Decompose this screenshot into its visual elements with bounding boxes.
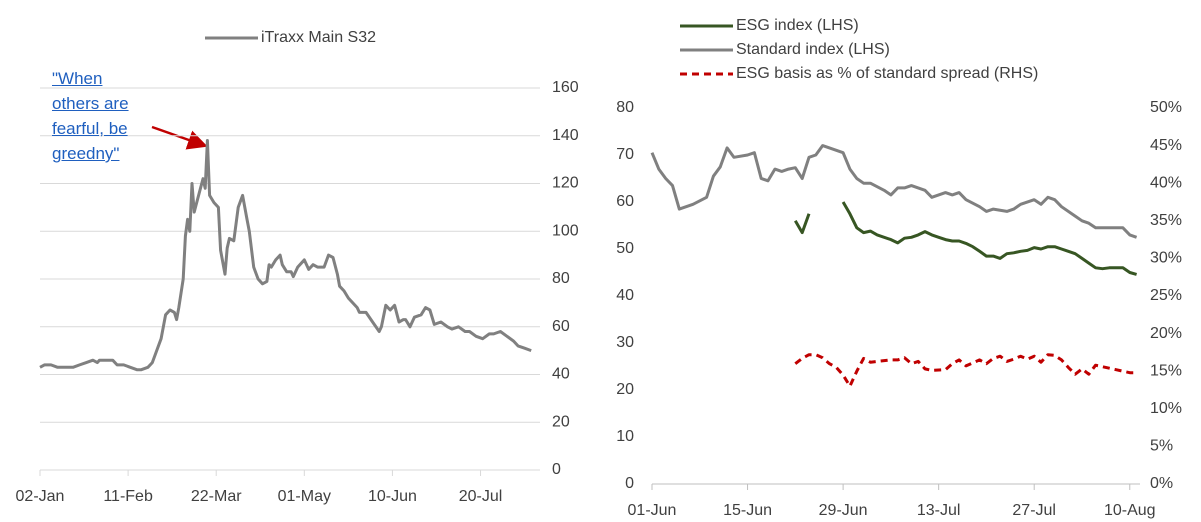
y2-tick-label: 15% [1150,362,1182,379]
y2-tick-label: 20% [1150,325,1182,342]
y-tick-label: 100 [552,222,579,239]
series-line [794,201,1138,276]
series-line [650,144,1138,239]
y-tick-label: 140 [552,127,579,144]
y-tick-label: 120 [552,175,579,192]
x-tick-label: 22-Mar [191,488,242,505]
x-tick-label: 11-Feb [103,488,153,505]
y-tick-label: 0 [552,461,561,478]
legend-label: Standard index (LHS) [736,41,890,58]
y2-tick-label: 30% [1150,250,1182,267]
y2-tick-label: 45% [1150,137,1182,154]
y2-tick-label: 40% [1150,174,1182,191]
x-tick-label: 13-Jul [917,502,961,519]
y2-tick-label: 25% [1150,287,1182,304]
series-line [39,139,532,372]
y-tick-label: 10 [616,428,634,445]
legend-label: ESG index (LHS) [736,17,859,34]
x-tick-label: 29-Jun [819,502,868,519]
y-tick-label: 30 [616,334,634,351]
y-tick-label: 40 [616,287,634,304]
x-tick-label: 10-Jun [368,488,417,505]
y-tick-label: 20 [552,413,570,430]
y-tick-label: 160 [552,79,579,96]
legend-label: ESG basis as % of standard spread (RHS) [736,65,1038,82]
x-tick-label: 27-Jul [1012,502,1056,519]
x-tick-label: 02-Jan [16,488,65,505]
x-tick-label: 01-Jun [628,502,677,519]
y-tick-label: 60 [552,318,570,335]
y-tick-label: 40 [552,366,570,383]
x-tick-label: 10-Aug [1104,502,1156,519]
legend-label: iTraxx Main S32 [261,29,376,46]
y2-tick-label: 0% [1150,475,1173,492]
y-tick-label: 20 [616,381,634,398]
y2-tick-label: 50% [1150,99,1182,116]
y2-tick-label: 10% [1150,400,1182,417]
y-tick-label: 0 [625,475,634,492]
x-tick-label: 15-Jun [723,502,772,519]
y-tick-label: 80 [552,270,570,287]
x-tick-label: 01-May [278,488,331,505]
annotation: "When others are fearful, be greedny" [52,69,129,163]
y-tick-label: 70 [616,146,634,163]
y2-tick-label: 5% [1150,438,1173,455]
series-line [794,353,1137,388]
y-tick-label: 60 [616,193,634,210]
y-tick-label: 80 [616,99,634,116]
y-tick-label: 50 [616,240,634,257]
x-tick-label: 20-Jul [459,488,503,505]
y2-tick-label: 35% [1150,212,1182,229]
